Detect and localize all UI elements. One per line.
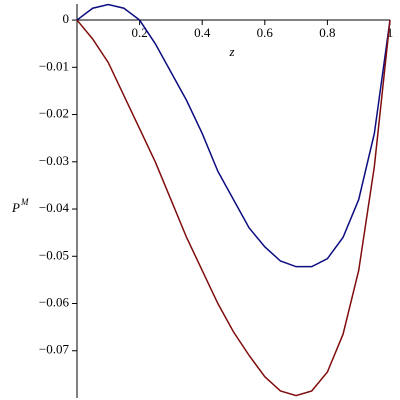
x-tick-label: 0.2	[131, 25, 147, 40]
y-tick-label: −0.06	[39, 294, 70, 309]
y-tick-label: −0.04	[39, 200, 70, 215]
y-axis-label-superscript: M	[20, 197, 29, 207]
x-axis-label: z	[228, 44, 234, 59]
y-tick-label: −0.03	[39, 153, 69, 168]
x-tick-label: 0.4	[194, 25, 211, 40]
line-series	[76, 19, 391, 397]
y-tick-label: 0	[63, 11, 70, 26]
x-tick-label: 0.6	[257, 25, 274, 40]
line-series	[76, 3, 391, 268]
y-tick-label: −0.07	[39, 342, 70, 357]
x-tick-label: 0.8	[319, 25, 335, 40]
y-axis-label: P	[11, 200, 20, 215]
y-tick-label: −0.02	[39, 106, 69, 121]
y-tick-label: −0.01	[39, 58, 69, 73]
y-tick-label: −0.05	[39, 247, 69, 262]
x-tick-label: 1	[387, 25, 394, 40]
